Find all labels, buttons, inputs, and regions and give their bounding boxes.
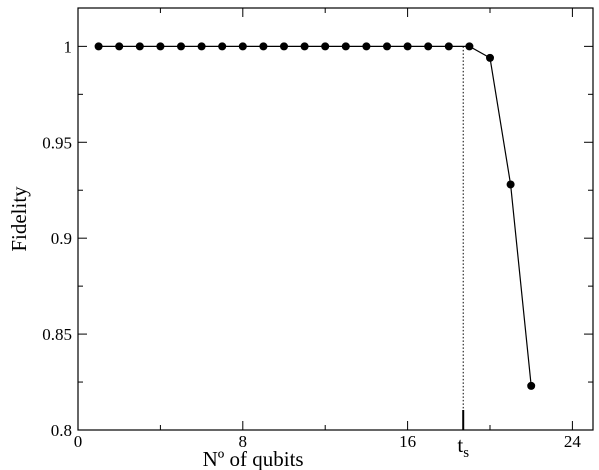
series-line <box>98 45 532 386</box>
data-point <box>321 42 330 51</box>
y-tick-label: 0.9 <box>51 229 72 248</box>
data-point <box>506 180 515 189</box>
data-point <box>94 42 103 51</box>
ts-label-main: t <box>457 433 463 457</box>
x-tick-label: 24 <box>564 432 582 451</box>
plot-frame <box>77 7 594 431</box>
data-point <box>424 42 433 51</box>
data-point <box>177 42 185 51</box>
x-tick-label: 16 <box>399 432 416 451</box>
data-point <box>341 42 350 51</box>
y-tick-label: 0.8 <box>51 421 72 440</box>
x-axis-title: Nº of qubits <box>203 447 304 470</box>
y-axis-title: Fidelity <box>7 186 31 252</box>
data-point <box>280 42 288 51</box>
data-point <box>486 53 494 62</box>
x-tick-label: 0 <box>74 432 83 451</box>
ticks-layer: 0 8 16 24 0.8 0.85 0.9 0.95 1 <box>42 8 593 451</box>
x-tick-label: 8 <box>239 432 248 451</box>
data-point <box>362 42 371 51</box>
ts-label: ts <box>457 433 469 461</box>
data-point <box>156 42 165 51</box>
data-point <box>115 42 124 51</box>
data-point <box>444 42 453 51</box>
data-point <box>383 42 391 51</box>
data-point <box>300 42 309 51</box>
y-tick-label: 1 <box>64 37 73 56</box>
data-point <box>527 381 536 390</box>
y-tick-label: 0.85 <box>42 325 72 344</box>
data-point <box>238 42 247 51</box>
data-point <box>135 42 144 51</box>
data-point <box>465 42 474 51</box>
annotation-layer: ts <box>457 46 469 461</box>
data-point <box>218 42 227 51</box>
ts-label-sub: s <box>463 445 469 461</box>
y-tick-label: 0.95 <box>42 133 72 152</box>
series-layer <box>94 42 536 390</box>
data-point <box>259 42 268 51</box>
data-point <box>197 42 206 51</box>
data-point <box>403 42 412 51</box>
